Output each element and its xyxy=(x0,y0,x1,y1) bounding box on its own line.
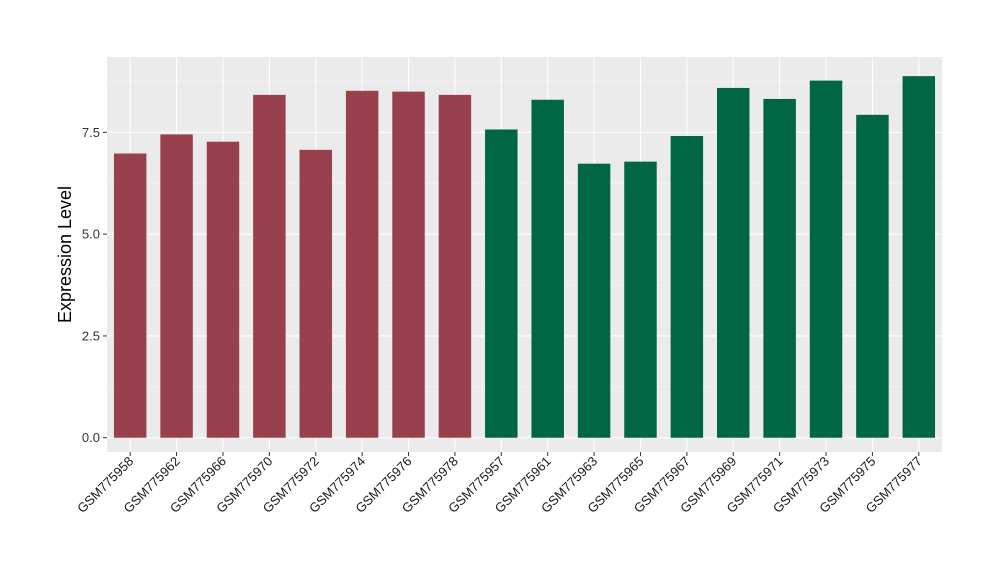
bar-GSM775975 xyxy=(856,114,889,438)
bar-GSM775965 xyxy=(624,161,657,438)
bar-GSM775978 xyxy=(438,94,472,438)
bar-GSM775967 xyxy=(670,136,704,438)
bar-GSM775971 xyxy=(763,98,796,438)
y-tick-label: 7.5 xyxy=(82,125,100,140)
bar-GSM775957 xyxy=(485,129,518,438)
y-tick-label: 2.5 xyxy=(82,328,100,343)
y-axis-title: Expression Level xyxy=(55,186,75,323)
bar-GSM775976 xyxy=(392,91,425,438)
bar-GSM775963 xyxy=(577,163,611,438)
bar-GSM775973 xyxy=(809,80,843,438)
bars-group xyxy=(113,76,936,438)
bar-GSM775961 xyxy=(531,99,564,438)
grid-minor-lines xyxy=(107,81,942,388)
bar-GSM775972 xyxy=(299,149,332,438)
plot-panel xyxy=(107,57,942,452)
bar-GSM775970 xyxy=(253,94,286,438)
y-tick-label: 0.0 xyxy=(82,430,100,445)
bar-GSM775969 xyxy=(717,87,750,438)
x-axis: GSM775958GSM775962GSM775966GSM775970GSM7… xyxy=(74,452,925,516)
bar-GSM775962 xyxy=(160,134,193,438)
y-tick-label: 5.0 xyxy=(82,227,100,242)
y-axis: 0.0 2.5 5.0 7.5 xyxy=(82,125,107,445)
bar-GSM775958 xyxy=(113,153,147,438)
bar-GSM775977 xyxy=(902,76,936,438)
bar-GSM775974 xyxy=(345,90,379,438)
bar-GSM775966 xyxy=(206,141,240,438)
